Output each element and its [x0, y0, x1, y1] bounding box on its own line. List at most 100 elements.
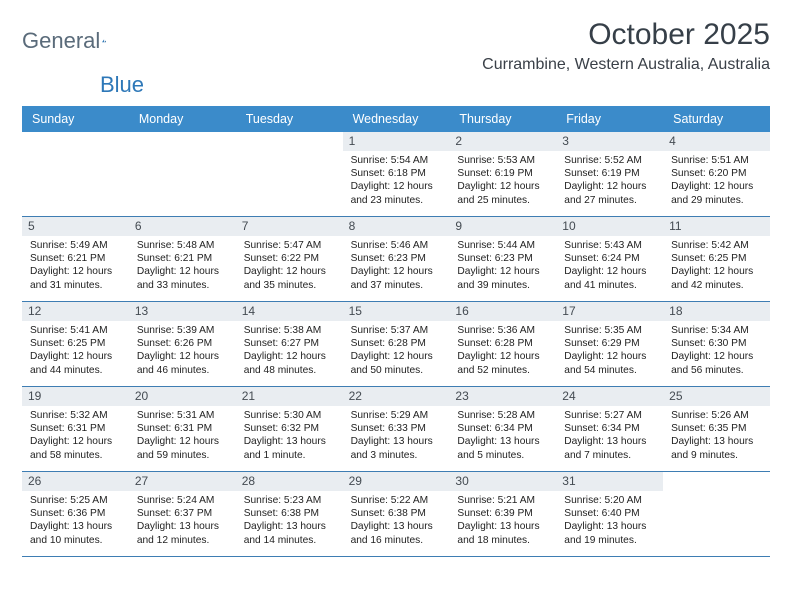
day-number: 27: [129, 472, 236, 491]
sunset-text: Sunset: 6:30 PM: [671, 337, 764, 350]
sunset-text: Sunset: 6:34 PM: [457, 422, 550, 435]
sunrise-text: Sunrise: 5:42 AM: [671, 239, 764, 252]
sunrise-text: Sunrise: 5:25 AM: [30, 494, 123, 507]
calendar-cell: 31Sunrise: 5:20 AMSunset: 6:40 PMDayligh…: [556, 472, 663, 557]
calendar-cell: 17Sunrise: 5:35 AMSunset: 6:29 PMDayligh…: [556, 302, 663, 387]
weekday-tuesday: Tuesday: [236, 106, 343, 132]
daylight-text: Daylight: 13 hours and 5 minutes.: [457, 435, 550, 461]
sunset-text: Sunset: 6:19 PM: [457, 167, 550, 180]
daylight-text: Daylight: 12 hours and 23 minutes.: [351, 180, 444, 206]
day-number: 11: [663, 217, 770, 236]
calendar-cell: 18Sunrise: 5:34 AMSunset: 6:30 PMDayligh…: [663, 302, 770, 387]
calendar-cell: 21Sunrise: 5:30 AMSunset: 6:32 PMDayligh…: [236, 387, 343, 472]
logo-blue-wrap: Blue: [100, 72, 770, 98]
sunset-text: Sunset: 6:36 PM: [30, 507, 123, 520]
sunrise-text: Sunrise: 5:36 AM: [457, 324, 550, 337]
sunset-text: Sunset: 6:33 PM: [351, 422, 444, 435]
sunset-text: Sunset: 6:38 PM: [244, 507, 337, 520]
day-number: 7: [236, 217, 343, 236]
sunrise-text: Sunrise: 5:35 AM: [564, 324, 657, 337]
daylight-text: Daylight: 12 hours and 48 minutes.: [244, 350, 337, 376]
calendar-grid: 1Sunrise: 5:54 AMSunset: 6:18 PMDaylight…: [22, 132, 770, 557]
sunrise-text: Sunrise: 5:54 AM: [351, 154, 444, 167]
day-number: 8: [343, 217, 450, 236]
daylight-text: Daylight: 12 hours and 39 minutes.: [457, 265, 550, 291]
calendar-cell: 24Sunrise: 5:27 AMSunset: 6:34 PMDayligh…: [556, 387, 663, 472]
day-number: 29: [343, 472, 450, 491]
calendar-cell: [129, 132, 236, 217]
calendar-cell: 1Sunrise: 5:54 AMSunset: 6:18 PMDaylight…: [343, 132, 450, 217]
daylight-text: Daylight: 12 hours and 41 minutes.: [564, 265, 657, 291]
daylight-text: Daylight: 13 hours and 19 minutes.: [564, 520, 657, 546]
day-number: 15: [343, 302, 450, 321]
day-number: 19: [22, 387, 129, 406]
sunrise-text: Sunrise: 5:46 AM: [351, 239, 444, 252]
day-number: 23: [449, 387, 556, 406]
calendar-cell: 29Sunrise: 5:22 AMSunset: 6:38 PMDayligh…: [343, 472, 450, 557]
calendar-cell: 15Sunrise: 5:37 AMSunset: 6:28 PMDayligh…: [343, 302, 450, 387]
sunset-text: Sunset: 6:39 PM: [457, 507, 550, 520]
day-number: 16: [449, 302, 556, 321]
calendar-cell: 20Sunrise: 5:31 AMSunset: 6:31 PMDayligh…: [129, 387, 236, 472]
sunrise-text: Sunrise: 5:53 AM: [457, 154, 550, 167]
sunrise-text: Sunrise: 5:34 AM: [671, 324, 764, 337]
daylight-text: Daylight: 12 hours and 44 minutes.: [30, 350, 123, 376]
sunset-text: Sunset: 6:31 PM: [30, 422, 123, 435]
day-number: 30: [449, 472, 556, 491]
calendar-cell: 2 Sunrise: 5:53 AMSunset: 6:19 PMDaylight…: [449, 132, 556, 217]
calendar-cell: 26Sunrise: 5:25 AMSunset: 6:36 PMDayligh…: [22, 472, 129, 557]
day-number: 21: [236, 387, 343, 406]
daylight-text: Daylight: 12 hours and 37 minutes.: [351, 265, 444, 291]
month-title: October 2025: [482, 18, 770, 52]
daylight-text: Daylight: 13 hours and 1 minute.: [244, 435, 337, 461]
daylight-text: Daylight: 12 hours and 58 minutes.: [30, 435, 123, 461]
calendar-cell: 30Sunrise: 5:21 AMSunset: 6:39 PMDayligh…: [449, 472, 556, 557]
day-number: 2: [449, 132, 556, 151]
calendar-cell: 14Sunrise: 5:38 AMSunset: 6:27 PMDayligh…: [236, 302, 343, 387]
calendar-cell: 27 Sunrise: 5:24 AMSunset: 6:37 PMDayligh…: [129, 472, 236, 557]
sunrise-text: Sunrise: 5:27 AM: [564, 409, 657, 422]
day-number: 25: [663, 387, 770, 406]
day-number: 28: [236, 472, 343, 491]
daylight-text: Daylight: 12 hours and 50 minutes.: [351, 350, 444, 376]
sunset-text: Sunset: 6:38 PM: [351, 507, 444, 520]
calendar-cell: [236, 132, 343, 217]
sunrise-text: Sunrise: 5:24 AM: [137, 494, 230, 507]
day-number: 26: [22, 472, 129, 491]
calendar-cell: 19Sunrise: 5:32 AMSunset: 6:31 PMDayligh…: [22, 387, 129, 472]
calendar-cell: 23Sunrise: 5:28 AMSunset: 6:34 PMDayligh…: [449, 387, 556, 472]
day-number: 9: [449, 217, 556, 236]
calendar-cell: [22, 132, 129, 217]
calendar-cell: 5Sunrise: 5:49 AMSunset: 6:21 PMDaylight…: [22, 217, 129, 302]
day-number: 3: [556, 132, 663, 151]
sunset-text: Sunset: 6:28 PM: [457, 337, 550, 350]
sunset-text: Sunset: 6:22 PM: [244, 252, 337, 265]
sunset-text: Sunset: 6:34 PM: [564, 422, 657, 435]
sunrise-text: Sunrise: 5:52 AM: [564, 154, 657, 167]
weekday-thursday: Thursday: [449, 106, 556, 132]
sunset-text: Sunset: 6:37 PM: [137, 507, 230, 520]
daylight-text: Daylight: 12 hours and 52 minutes.: [457, 350, 550, 376]
daylight-text: Daylight: 12 hours and 33 minutes.: [137, 265, 230, 291]
daylight-text: Daylight: 12 hours and 56 minutes.: [671, 350, 764, 376]
daylight-text: Daylight: 13 hours and 14 minutes.: [244, 520, 337, 546]
daylight-text: Daylight: 12 hours and 27 minutes.: [564, 180, 657, 206]
weekday-saturday: Saturday: [663, 106, 770, 132]
sunrise-text: Sunrise: 5:51 AM: [671, 154, 764, 167]
daylight-text: Daylight: 13 hours and 18 minutes.: [457, 520, 550, 546]
calendar-cell: 13Sunrise: 5:39 AMSunset: 6:26 PMDayligh…: [129, 302, 236, 387]
sunrise-text: Sunrise: 5:20 AM: [564, 494, 657, 507]
calendar-cell: 28Sunrise: 5:23 AMSunset: 6:38 PMDayligh…: [236, 472, 343, 557]
calendar-cell: 7Sunrise: 5:47 AMSunset: 6:22 PMDaylight…: [236, 217, 343, 302]
daylight-text: Daylight: 12 hours and 54 minutes.: [564, 350, 657, 376]
sunset-text: Sunset: 6:35 PM: [671, 422, 764, 435]
daylight-text: Daylight: 13 hours and 9 minutes.: [671, 435, 764, 461]
daylight-text: Daylight: 13 hours and 12 minutes.: [137, 520, 230, 546]
sunset-text: Sunset: 6:27 PM: [244, 337, 337, 350]
sunset-text: Sunset: 6:23 PM: [457, 252, 550, 265]
daylight-text: Daylight: 12 hours and 25 minutes.: [457, 180, 550, 206]
sunset-text: Sunset: 6:40 PM: [564, 507, 657, 520]
sunset-text: Sunset: 6:28 PM: [351, 337, 444, 350]
sunrise-text: Sunrise: 5:31 AM: [137, 409, 230, 422]
sunrise-text: Sunrise: 5:43 AM: [564, 239, 657, 252]
